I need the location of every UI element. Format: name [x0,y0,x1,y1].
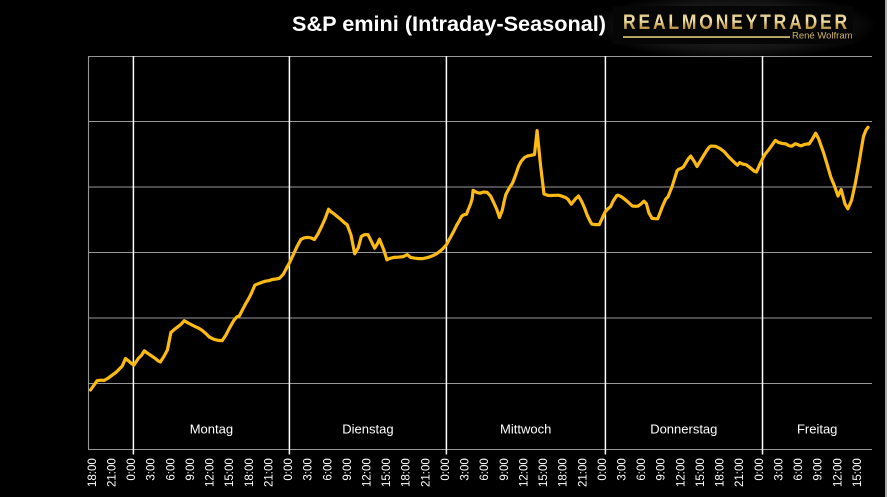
svg-text:6:00: 6:00 [165,458,177,480]
svg-text:REALMONEYTRADER: REALMONEYTRADER [623,10,850,34]
svg-text:18:00: 18:00 [401,458,413,487]
svg-text:3:00: 3:00 [303,458,315,480]
svg-text:Dienstag: Dienstag [342,421,393,436]
svg-text:0:00: 0:00 [754,458,766,480]
svg-text:12:00: 12:00 [518,458,530,487]
svg-text:15:00: 15:00 [224,458,236,487]
svg-text:9:00: 9:00 [656,458,668,480]
svg-text:18:00: 18:00 [244,458,256,487]
svg-text:9:00: 9:00 [342,458,354,480]
svg-text:12:00: 12:00 [832,458,844,487]
svg-text:S&P emini (Intraday-Seasonal): S&P emini (Intraday-Seasonal) [292,13,606,36]
svg-text:18:00: 18:00 [558,458,570,487]
svg-text:18:00: 18:00 [715,458,727,487]
svg-text:21:00: 21:00 [734,458,746,487]
svg-text:15:00: 15:00 [695,458,707,487]
svg-text:0:00: 0:00 [440,458,452,480]
svg-text:12:00: 12:00 [362,458,374,487]
svg-text:6:00: 6:00 [636,458,648,480]
svg-text:21:00: 21:00 [263,458,275,487]
svg-text:21:00: 21:00 [107,458,119,487]
svg-text:9:00: 9:00 [185,458,197,480]
svg-text:3:00: 3:00 [617,458,629,480]
svg-text:15:00: 15:00 [852,458,864,487]
svg-text:Montag: Montag [190,421,233,436]
svg-text:18:00: 18:00 [87,458,99,487]
svg-text:21:00: 21:00 [577,458,589,487]
svg-text:9:00: 9:00 [813,458,825,480]
svg-text:12:00: 12:00 [205,458,217,487]
svg-text:René Wolfram: René Wolfram [792,31,853,42]
svg-text:21:00: 21:00 [420,458,432,487]
svg-text:Donnerstag: Donnerstag [650,421,717,436]
svg-text:6:00: 6:00 [793,458,805,480]
svg-text:9:00: 9:00 [499,458,511,480]
svg-text:3:00: 3:00 [773,458,785,480]
svg-text:Freitag: Freitag [797,421,837,436]
svg-text:15:00: 15:00 [538,458,550,487]
svg-text:3:00: 3:00 [460,458,472,480]
svg-text:6:00: 6:00 [322,458,334,480]
svg-text:0:00: 0:00 [597,458,609,480]
svg-text:6:00: 6:00 [479,458,491,480]
svg-text:Mittwoch: Mittwoch [500,421,551,436]
svg-text:0:00: 0:00 [126,458,138,480]
svg-text:0:00: 0:00 [283,458,295,480]
svg-text:15:00: 15:00 [381,458,393,487]
svg-text:3:00: 3:00 [146,458,158,480]
svg-text:12:00: 12:00 [675,458,687,487]
